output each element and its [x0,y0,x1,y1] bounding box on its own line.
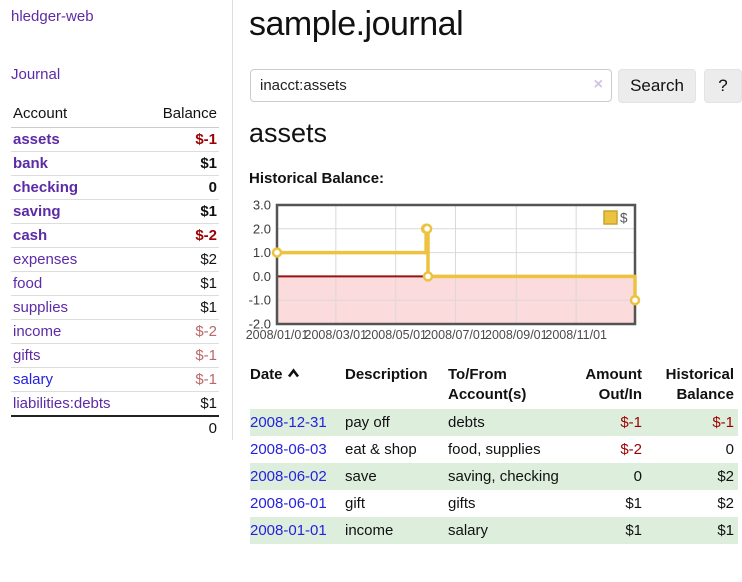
account-link[interactable]: supplies [13,299,69,316]
transaction-date-link[interactable]: 2008-06-03 [250,441,327,458]
search-button[interactable]: Search [618,69,696,103]
account-balance: $1 [143,271,219,296]
help-button[interactable]: ? [704,69,742,103]
account-heading: assets [249,118,328,148]
register-table: Date Description To/From Account(s) Amou… [250,361,738,544]
account-link[interactable]: food [13,275,43,292]
sidebar-divider [232,0,233,440]
sidebar-total-row: 0 [11,415,219,440]
sidebar-account-row: cash $-2 [11,223,219,248]
transaction-date-link[interactable]: 2008-12-31 [250,414,327,431]
account-balance: 0 [143,175,219,200]
sort-ascending-icon [287,368,299,378]
account-link[interactable]: salary [13,371,54,388]
account-link[interactable]: income [13,323,62,340]
svg-text:2008/11/01: 2008/11/01 [545,328,607,342]
sidebar-item-journal[interactable]: Journal [11,66,61,83]
clear-search-icon[interactable]: × [593,76,603,93]
account-link[interactable]: saving [13,203,61,220]
sidebar-total-balance: 0 [143,415,219,440]
svg-text:3.0: 3.0 [253,198,271,213]
svg-text:2.0: 2.0 [253,221,271,236]
register-row: 2008-06-01 gift gifts $1 $2 [250,495,734,512]
svg-text:1.0: 1.0 [253,245,271,260]
account-balance: $2 [143,247,219,272]
sidebar-account-row: salary $-1 [11,367,219,392]
sidebar-accounts-table: Account Balance assets $-1 bank $1 checking 0… [11,101,219,440]
account-balance: $-1 [143,343,219,368]
register-row: 2008-01-01 income salary $1 $1 [250,517,738,544]
register-row: 2008-06-03 eat & shop food, supplies $-2 0 [250,441,734,458]
balance-col-header: Balance [143,101,219,128]
account-link[interactable]: expenses [13,251,78,268]
svg-text:2008/03/01: 2008/03/01 [305,328,368,342]
account-balance: $-2 [143,223,219,248]
svg-text:$: $ [620,211,628,226]
account-link[interactable]: gifts [13,347,41,364]
account-link[interactable]: cash [13,227,48,244]
account-balance: $-1 [143,367,219,392]
register-row: 2008-06-02 save saving, checking 0 $2 [250,463,738,490]
account-balance: $1 [143,391,219,416]
sidebar-account-row: supplies $1 [11,295,219,320]
brand-link[interactable]: hledger-web [11,8,94,25]
sidebar-account-rows: assets $-1 bank $1 checking 0 saving $1 cash $-2 e… [11,128,219,416]
account-link[interactable]: liabilities:debts [13,395,111,412]
sidebar-account-row: bank $1 [11,151,219,176]
register-col-description: Description [345,366,428,383]
svg-text:2008/09/01: 2008/09/01 [485,328,548,342]
account-balance: $1 [143,151,219,176]
account-link[interactable]: assets [13,131,60,148]
sidebar-account-row: saving $1 [11,199,219,224]
sidebar-account-row: income $-2 [11,319,219,344]
svg-text:-2.0: -2.0 [249,317,271,332]
sidebar-account-row: assets $-1 [11,128,219,152]
sidebar-account-row: expenses $2 [11,247,219,272]
account-link[interactable]: checking [13,179,79,196]
sidebar-account-row: gifts $-1 [11,343,219,368]
search-input[interactable] [250,69,612,102]
svg-text:0.0: 0.0 [253,269,271,284]
svg-text:-1.0: -1.0 [249,293,271,308]
register-row: 2008-12-31 pay off debts $-1 $-1 [250,409,738,436]
account-balance: $1 [143,295,219,320]
register-col-accounts: To/From Account(s) [448,366,527,403]
accounts-col-header: Account [11,101,144,128]
svg-text:2008/07/01: 2008/07/01 [424,328,487,342]
transaction-date-link[interactable]: 2008-06-01 [250,495,327,512]
register-col-date[interactable]: Date [250,361,345,409]
sidebar-account-row: food $1 [11,271,219,296]
account-link[interactable]: bank [13,155,49,172]
svg-text:2008/01/01: 2008/01/01 [246,328,309,342]
chart-title: Historical Balance: [249,170,385,187]
register-col-amount: Amount Out/In [585,366,642,403]
account-balance: $-2 [143,319,219,344]
transaction-date-link[interactable]: 2008-01-01 [250,522,327,539]
transaction-date-link[interactable]: 2008-06-02 [250,468,327,485]
register-rows: 2008-12-31 pay off debts $-1 $-1 2008-06-03 ea… [250,409,738,544]
register-col-balance: Historical Balance [665,366,734,403]
svg-text:2008/05/01: 2008/05/01 [364,328,427,342]
page-title: sample.journal [249,5,464,43]
account-balance: $-1 [195,131,217,148]
historical-balance-chart: $3.0 2.0 1.0 0.0 -1.0 -2.02008/01/012008/03/0… [246,198,641,342]
sidebar-account-row: liabilities:debts $1 [11,391,219,416]
search-form: × Search ? [250,69,742,103]
account-balance: $1 [143,199,219,224]
sidebar-account-row: checking 0 [11,175,219,200]
